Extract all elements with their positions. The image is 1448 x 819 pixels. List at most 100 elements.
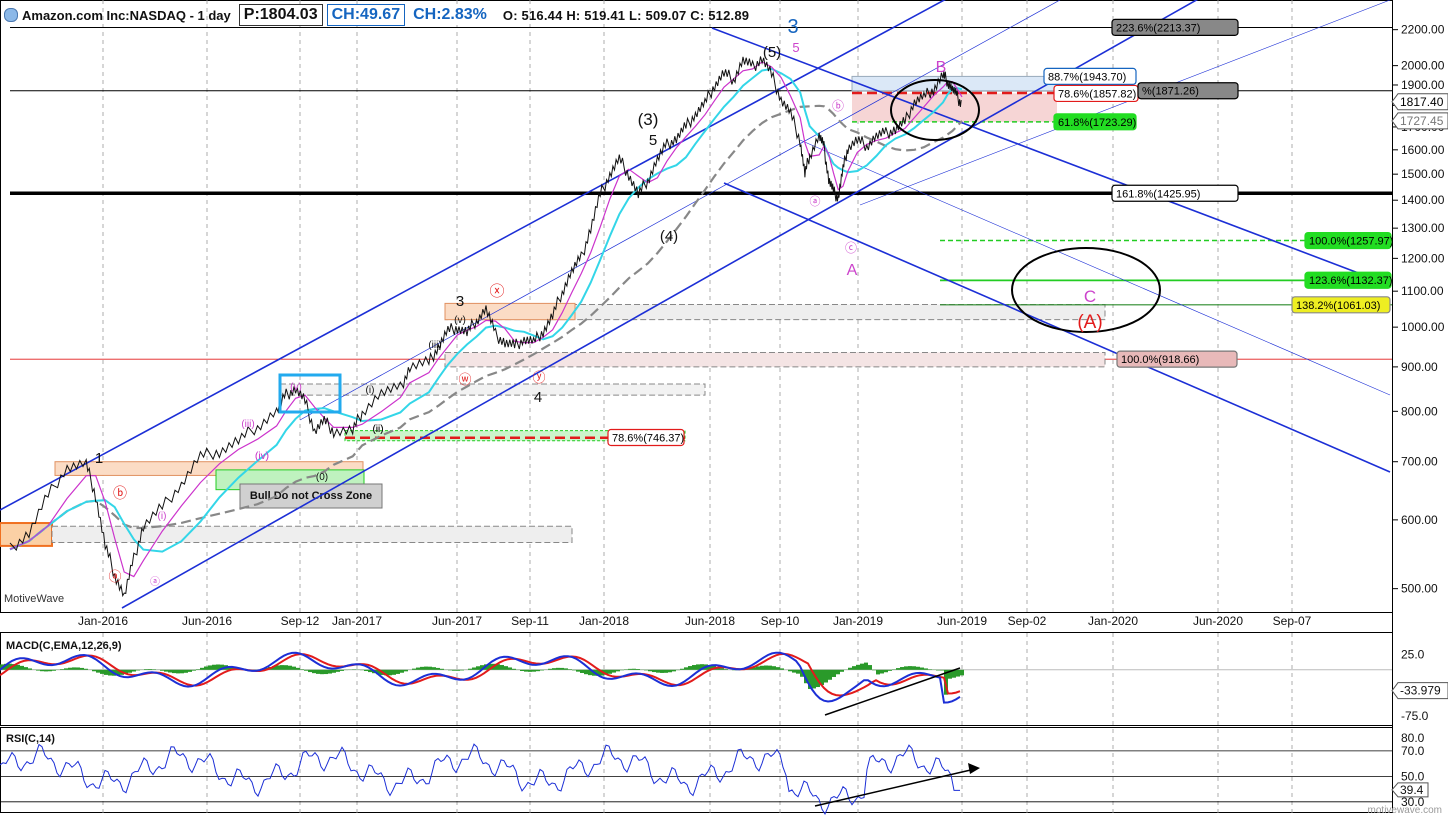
macd-hist-bar: [916, 666, 920, 670]
macd-current-value: -33.979: [1400, 684, 1441, 698]
fib-level-label: 88.7%(1943.70): [1048, 71, 1126, 83]
macd-hist-bar: [700, 664, 704, 670]
macd-divergence-line: [824, 667, 961, 716]
macd-hist-bar: [512, 668, 516, 670]
macd-hist-bar: [296, 667, 300, 670]
macd-hist-bar: [908, 666, 912, 670]
macd-hist-bar: [216, 664, 220, 670]
wave-label: ⓨ: [532, 370, 545, 385]
rsi-label: RSI(C,14): [6, 733, 55, 745]
fib-level-label: 100.0%(1257.97): [1309, 236, 1393, 248]
change-box: CH:49.67: [326, 4, 406, 26]
macd-hist-bar: [72, 667, 76, 670]
y-tick-label: 700.00: [1401, 455, 1438, 469]
macd-hist-bar: [416, 667, 420, 670]
macd-hist-bar: [604, 669, 608, 675]
macd-hist-bar: [536, 669, 540, 672]
macd-hist-bar: [580, 669, 584, 673]
y-tick-label: 600.00: [1401, 513, 1438, 527]
fib-level-label: 100.0%(918.66): [1121, 354, 1199, 366]
fib-level-box: [1304, 271, 1392, 289]
macd-hist-bar: [312, 669, 316, 674]
macd-hist-bar: [452, 669, 456, 671]
macd-hist-bar: [756, 666, 760, 670]
rsi-divergence-line: [814, 768, 976, 807]
fib-level-box: [1111, 18, 1239, 36]
macd-hist-bar: [856, 664, 860, 670]
x-tick-label: Jun-2019: [937, 614, 987, 628]
rsi-tick-label: 50.0: [1401, 769, 1425, 783]
macd-hist-bar: [868, 665, 872, 670]
macd-hist-bar: [828, 669, 832, 680]
macd-hist-bar: [552, 668, 556, 670]
macd-hist-bar: [440, 668, 444, 670]
ma-magenta-line: [9, 61, 963, 578]
macd-hist-bar: [412, 668, 416, 670]
macd-hist-bar: [40, 669, 44, 672]
macd-hist-bar: [556, 667, 560, 670]
macd-hist-bar: [52, 669, 56, 671]
macd-hist-bar: [340, 669, 344, 671]
macd-hist-bar: [488, 663, 492, 670]
macd-hist-bar: [720, 668, 724, 670]
x-tick-label: Jun-2017: [432, 614, 482, 628]
macd-hist-bar: [608, 669, 612, 674]
macd-hist-bar: [572, 669, 576, 671]
macd-hist-bar: [692, 665, 696, 670]
macd-hist-bar: [20, 665, 24, 670]
channel-middle: [121, 0, 1199, 609]
rsi-line: [0, 743, 960, 816]
macd-hist-bar: [960, 669, 964, 676]
macd-hist-bar: [136, 669, 140, 671]
macd-hist-bar: [852, 666, 856, 670]
x-tick-label: Sep-12: [281, 614, 320, 628]
x-tick-label: Sep-02: [1008, 614, 1047, 628]
macd-marker: [1391, 682, 1448, 700]
y-tick-label: 900.00: [1401, 360, 1438, 374]
macd-hist-bar: [36, 669, 40, 671]
macd-hist-bar: [92, 669, 96, 672]
macd-hist-bar: [568, 669, 572, 670]
macd-hist-bar: [124, 669, 128, 674]
macd-hist-bar: [144, 669, 148, 670]
macd-hist-bar: [880, 669, 884, 674]
price-marker-label: 1817.40: [1400, 95, 1444, 109]
macd-hist-bar: [316, 669, 320, 674]
x-tick-label: Sep-10: [761, 614, 800, 628]
ma-long-line: [9, 104, 963, 551]
wave-label: 5: [792, 40, 799, 55]
macd-hist-bar: [660, 669, 664, 673]
macd-hist-bar: [332, 669, 336, 673]
watermark: motivewave.com: [1367, 805, 1442, 816]
macd-hist-bar: [612, 669, 616, 673]
macd-hist-bar: [956, 669, 960, 677]
macd-hist-bar: [524, 669, 528, 672]
channel-thin: [859, 0, 1391, 206]
macd-hist-bar: [272, 666, 276, 670]
wave-label: (ii): [372, 424, 383, 435]
macd-hist-bar: [520, 669, 524, 672]
price-marker: [1391, 93, 1448, 111]
fib-level-label: 78.6%(746.37): [612, 433, 684, 445]
macd-hist-bar: [836, 669, 840, 675]
y-tick-label: 500.00: [1401, 582, 1438, 596]
fib-level-box: [1291, 296, 1391, 314]
macd-line: [0, 651, 961, 704]
wave-label: (4): [660, 228, 678, 245]
fib-level-label: 161.8%(1425.95): [1116, 188, 1200, 200]
macd-hist-bar: [12, 664, 16, 670]
channel-down-upper: [711, 27, 1391, 286]
wave-label: (5): [763, 44, 781, 61]
macd-hist-bar: [80, 667, 84, 670]
macd-hist-bar: [496, 664, 500, 670]
macd-hist-bar: [860, 663, 864, 670]
rsi-tick-label: 80.0: [1401, 731, 1425, 745]
fib-level-box: [1137, 82, 1239, 100]
target-ellipse: [1011, 247, 1161, 333]
y-tick-label: 2000.00: [1401, 59, 1445, 73]
macd-hist-bar: [708, 665, 712, 670]
macd-hist-bar: [84, 668, 88, 670]
macd-hist-bar: [796, 669, 800, 674]
wave-label: B: [936, 59, 947, 76]
